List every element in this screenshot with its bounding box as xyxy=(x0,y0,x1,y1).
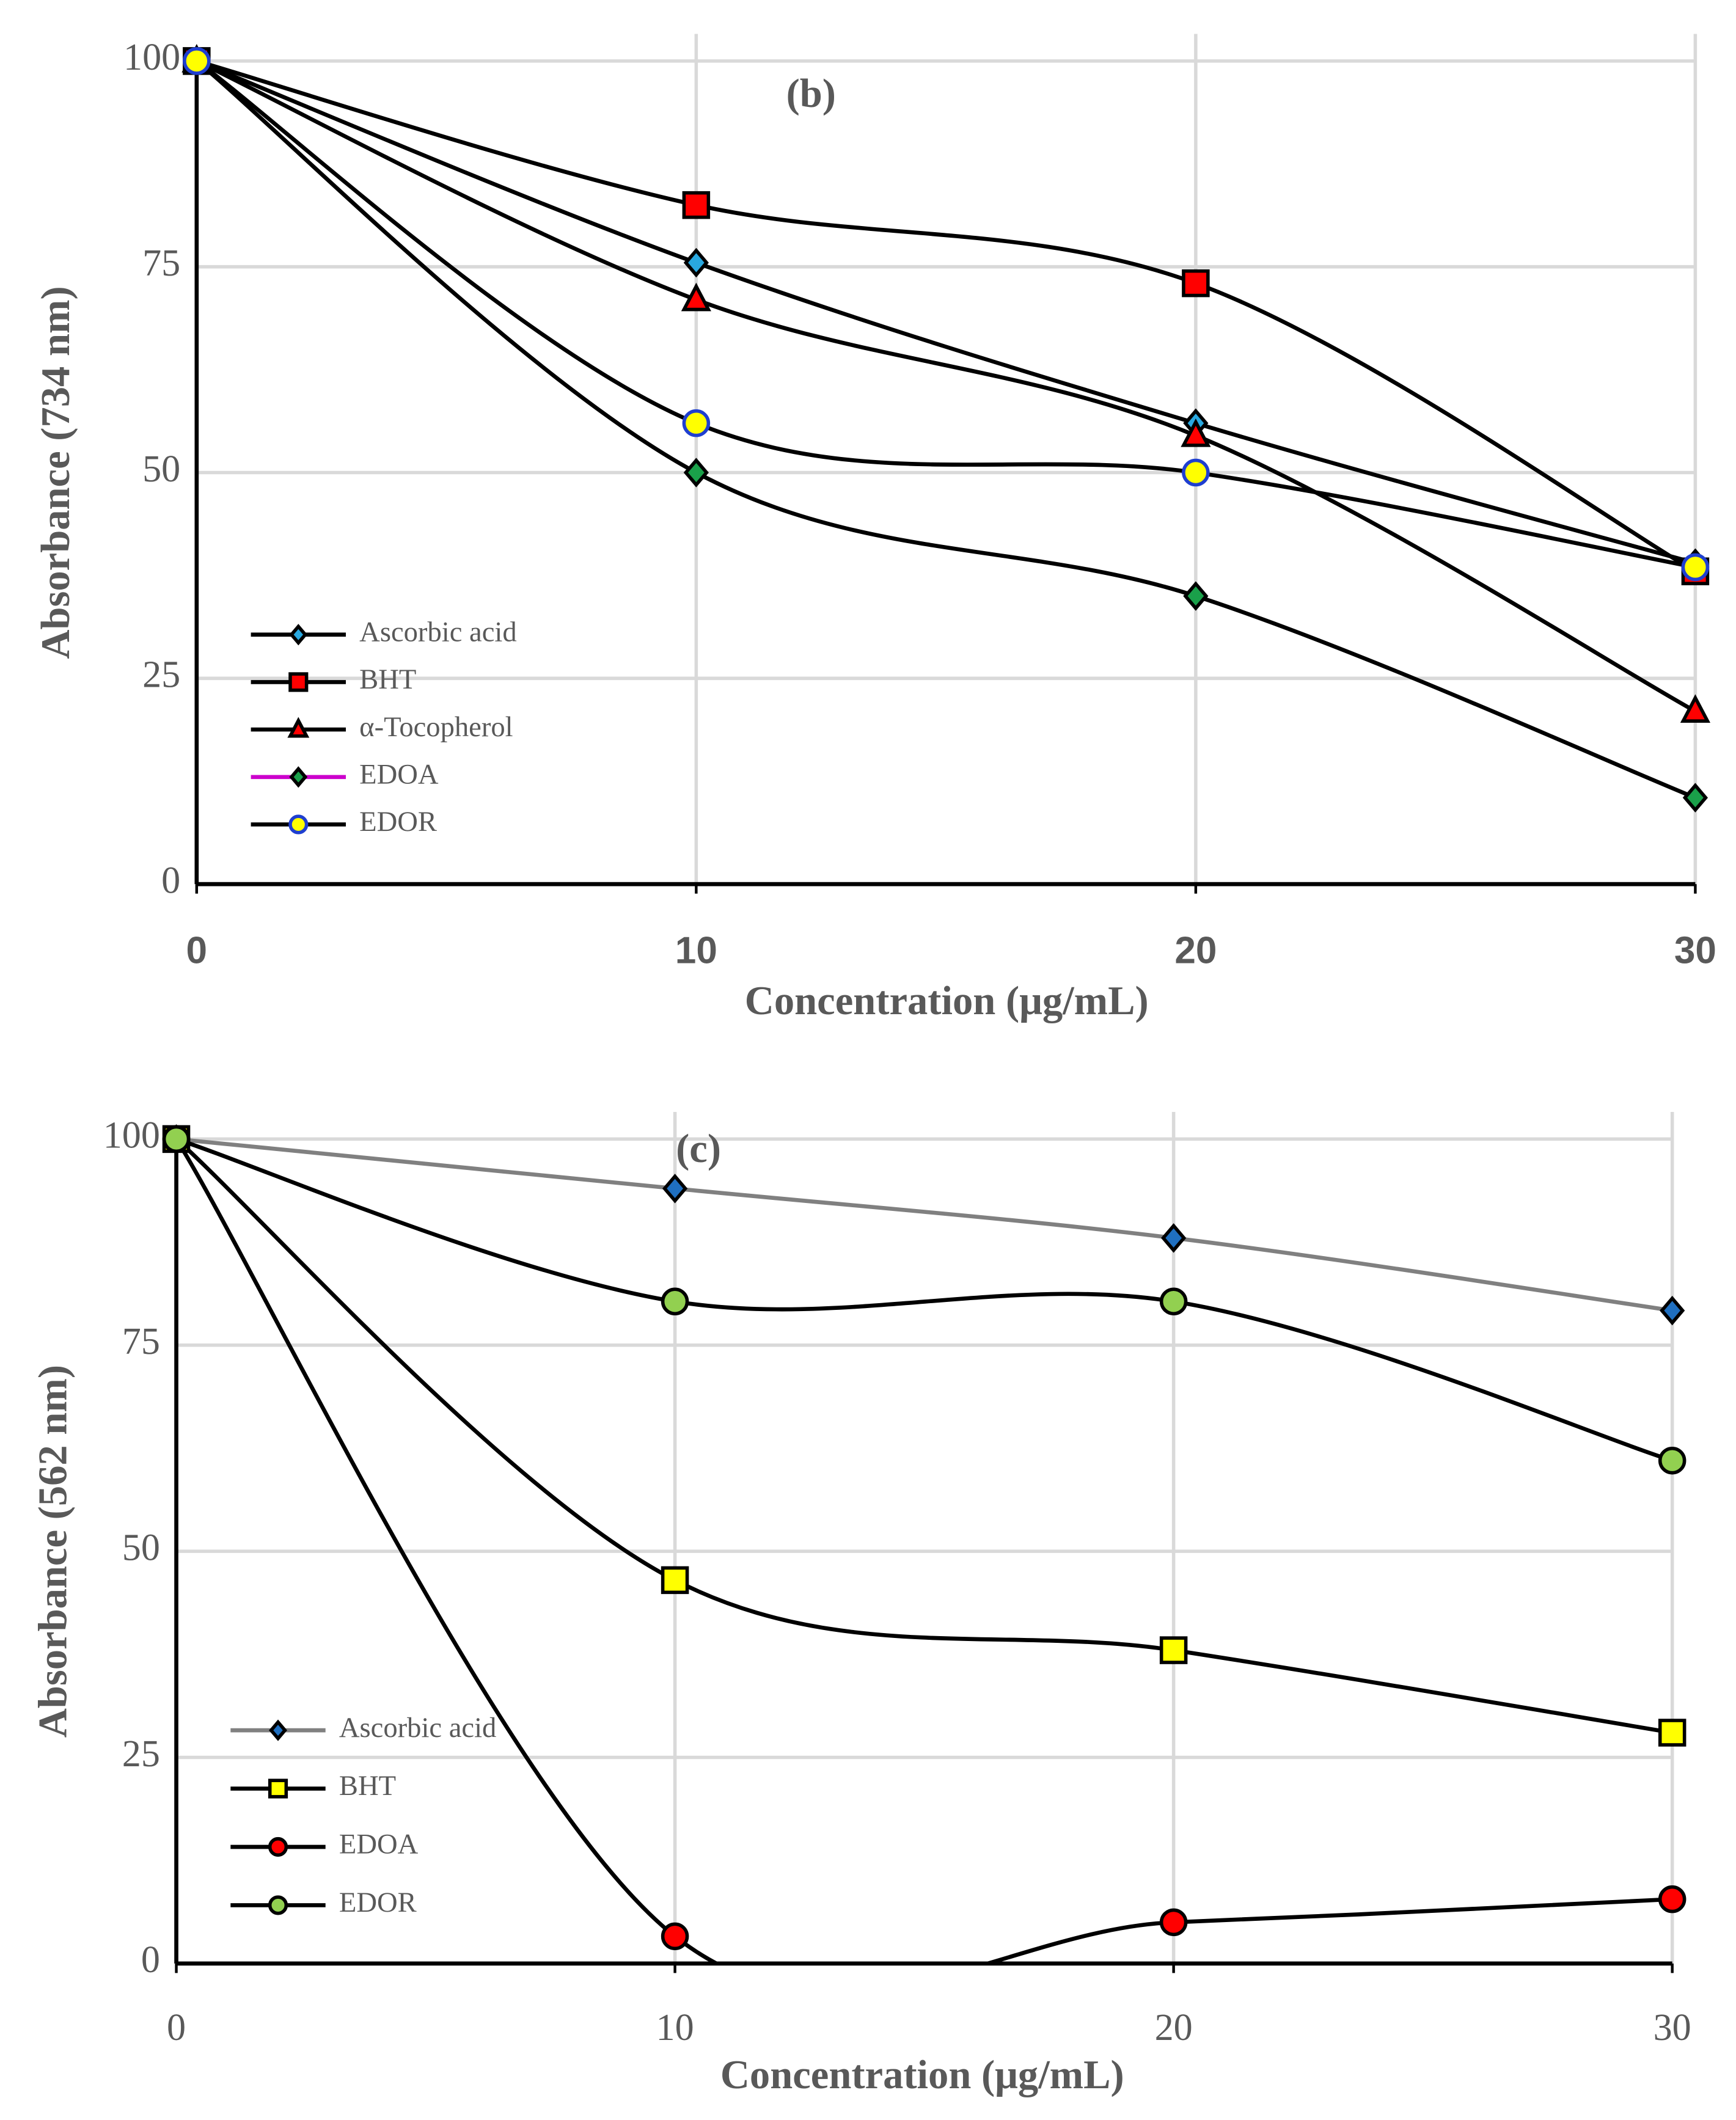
y-tick-label: 25 xyxy=(122,1733,160,1775)
legend-label: EDOR xyxy=(359,806,438,838)
marker xyxy=(183,47,211,75)
marker xyxy=(289,766,308,788)
x-tick-label: 0 xyxy=(186,930,208,972)
x-tick-label: 20 xyxy=(1155,2007,1193,2049)
marker xyxy=(1183,581,1209,611)
marker xyxy=(1658,1446,1687,1475)
marker xyxy=(1161,1223,1187,1253)
marker xyxy=(1182,269,1210,298)
y-tick-label: 25 xyxy=(142,654,180,696)
x-tick-label: 30 xyxy=(1674,930,1716,972)
y-tick-label: 50 xyxy=(142,448,180,490)
series-line xyxy=(175,1137,1673,1735)
x-tick-label: 10 xyxy=(675,930,717,972)
legend-label: Ascorbic acid xyxy=(339,1712,496,1744)
marker xyxy=(268,1778,288,1799)
marker xyxy=(682,409,711,437)
x-axis-title: Concentration (μg/mL) xyxy=(745,979,1149,1023)
series-line xyxy=(176,1137,1673,1313)
series-line xyxy=(175,1137,1673,1463)
marker xyxy=(269,1719,287,1741)
chart-title: (c) xyxy=(676,1127,721,1171)
x-axis-title: Concentration (μg/mL) xyxy=(720,2053,1124,2097)
chart-title: (b) xyxy=(786,71,836,116)
y-tick-label: 50 xyxy=(122,1527,160,1568)
x-tick-label: 20 xyxy=(1174,930,1217,972)
legend-label: BHT xyxy=(339,1770,396,1802)
legend-label: Ascorbic acid xyxy=(359,616,516,648)
y-tick-label: 75 xyxy=(122,1321,160,1362)
marker xyxy=(1681,553,1710,582)
legend-label: α-Tocopherol xyxy=(359,711,513,743)
y-tick-label: 75 xyxy=(142,243,180,284)
y-tick-label: 0 xyxy=(141,1939,160,1981)
marker xyxy=(162,1125,191,1153)
series-line xyxy=(195,59,1696,569)
marker xyxy=(661,1566,689,1595)
marker xyxy=(682,191,711,219)
y-axis-title: Absorbance (734 nm) xyxy=(34,286,78,659)
marker xyxy=(681,282,711,312)
x-tick-label: 30 xyxy=(1654,2007,1691,2049)
legend-label: BHT xyxy=(359,663,416,695)
marker xyxy=(1181,418,1211,447)
series-line xyxy=(174,1138,1672,1964)
marker xyxy=(1658,1719,1687,1747)
marker xyxy=(683,247,709,278)
marker xyxy=(661,1287,689,1315)
series-line xyxy=(196,59,1696,565)
marker xyxy=(1660,1295,1685,1326)
y-axis-title: Absorbance (562 nm) xyxy=(31,1365,76,1738)
y-tick-label: 100 xyxy=(103,1115,160,1157)
x-tick-label: 0 xyxy=(167,2007,186,2049)
marker xyxy=(661,1922,689,1951)
marker xyxy=(1159,1908,1188,1937)
marker xyxy=(662,1174,688,1204)
series-line xyxy=(195,59,1696,800)
series-line xyxy=(196,59,1697,574)
marker xyxy=(1682,783,1709,813)
marker xyxy=(287,717,310,738)
marker xyxy=(683,458,709,488)
marker xyxy=(268,1837,288,1857)
x-tick-label: 10 xyxy=(656,2007,694,2049)
legend-label: EDOA xyxy=(339,1829,419,1860)
marker xyxy=(1680,694,1710,723)
marker xyxy=(1658,1885,1687,1913)
marker xyxy=(268,1895,288,1915)
marker xyxy=(288,672,309,692)
marker xyxy=(288,814,309,835)
y-tick-label: 0 xyxy=(161,860,180,901)
legend-label: EDOR xyxy=(339,1887,417,1918)
y-tick-label: 100 xyxy=(123,37,180,78)
series-line xyxy=(196,59,1697,714)
marker xyxy=(1182,458,1210,487)
marker xyxy=(1159,1636,1188,1664)
legend-label: EDOA xyxy=(359,758,439,790)
marker xyxy=(289,624,308,646)
marker xyxy=(1159,1287,1188,1315)
